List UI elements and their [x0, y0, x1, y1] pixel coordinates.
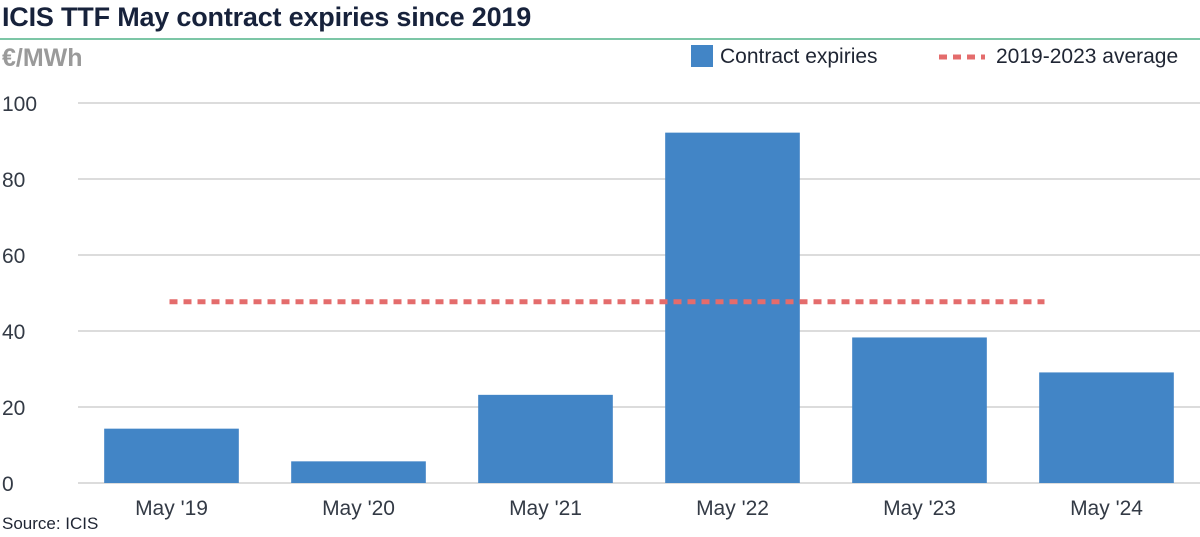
gridlines	[78, 102, 1200, 484]
legend-label-contract-expiries: Contract expiries	[720, 45, 878, 68]
x-tick-label: May '23	[883, 497, 956, 520]
y-tick-label: 40	[2, 321, 25, 344]
y-tick-label: 100	[2, 93, 37, 116]
bar	[291, 461, 426, 483]
x-axis-labels: May '19 May '20 May '21 May '22 May '23 May '…	[135, 497, 1143, 520]
legend: Contract expiries 2019-2023 average	[691, 45, 1178, 68]
x-tick-label: May '19	[135, 497, 208, 520]
y-tick-label: 0	[2, 473, 14, 496]
x-tick-label: May '24	[1070, 497, 1143, 520]
x-tick-label: May '21	[509, 497, 582, 520]
bars	[104, 132, 1174, 483]
chart-title: ICIS TTF May contract expiries since 201…	[2, 2, 532, 32]
y-axis-unit: €/MWh	[2, 44, 83, 72]
legend-label-average: 2019-2023 average	[996, 45, 1178, 68]
y-tick-label: 80	[2, 169, 25, 192]
legend-swatch-contract-expiries	[691, 45, 713, 67]
title-divider	[0, 38, 1200, 40]
y-tick-label: 20	[2, 397, 25, 420]
x-tick-label: May '20	[322, 497, 395, 520]
bar	[1039, 372, 1174, 483]
y-tick-label: 60	[2, 245, 25, 268]
bar	[665, 132, 800, 483]
y-axis-ticks: 0 20 40 60 80 100	[2, 93, 37, 496]
source-note: Source: ICIS	[2, 514, 99, 533]
bar	[478, 394, 613, 483]
bar	[852, 337, 987, 483]
x-tick-label: May '22	[696, 497, 769, 520]
bar	[104, 428, 239, 483]
